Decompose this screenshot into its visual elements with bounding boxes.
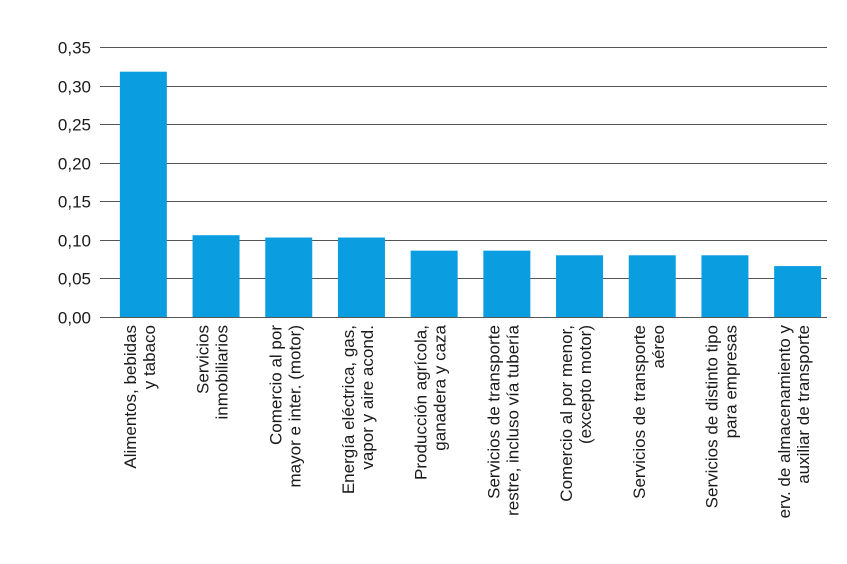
x-tick-label-line: erv. de almacenamiento y <box>775 325 794 519</box>
bar <box>774 266 822 317</box>
x-tick-label-line: vapor y aire acond. <box>358 325 377 470</box>
y-tick-label: 0,05 <box>58 270 91 289</box>
x-tick-label-line: Comercio al por menor, <box>557 325 576 502</box>
bar <box>483 250 531 317</box>
x-tick-label: Producción agrícola, ganadera y caza <box>412 324 450 480</box>
y-tick-label: 0,30 <box>58 78 91 97</box>
x-tick-label: Servicios de transporte aéreo <box>630 325 668 499</box>
bar <box>701 255 749 317</box>
x-axis-tick-labels: Alimentos, bebidas y tabaco Servicios inmob… <box>121 324 813 518</box>
bar <box>337 237 385 317</box>
x-tick-label-line: mayor e inter. (motor) <box>285 325 304 488</box>
x-tick-label-line: Servicios <box>194 325 213 394</box>
x-tick-label-line: Comercio al por <box>266 325 285 445</box>
x-tick-label-line: inmobiliarios <box>213 325 232 419</box>
x-tick-label-line: auxiliar de transporte <box>794 325 813 484</box>
x-tick-label: erv. de almacenamiento y auxiliar de tran… <box>775 325 813 519</box>
bars <box>119 71 822 317</box>
x-tick-label-line: (excepto motor) <box>576 325 595 444</box>
x-tick-label: Comercio al por menor, (excepto motor) <box>557 325 595 502</box>
y-tick-label: 0,00 <box>58 309 91 328</box>
y-tick-label: 0,25 <box>58 116 91 135</box>
bar <box>628 255 676 317</box>
y-axis-tick-labels: 0,00 0,05 0,10 0,15 0,20 0,25 0,30 0,35 <box>58 39 91 328</box>
x-tick-label-line: Producción agrícola, <box>412 325 431 480</box>
y-tick-label: 0,10 <box>58 232 91 251</box>
x-tick-label: Servicios de transporte restre, incluso v… <box>484 324 522 515</box>
y-tick-label: 0,15 <box>58 193 91 212</box>
x-tick-label-line: ganadera y caza <box>431 324 450 450</box>
bar <box>410 250 458 317</box>
bar <box>265 237 313 317</box>
bar <box>119 71 167 317</box>
bar <box>192 235 240 317</box>
x-tick-label: Energía eléctrica, gas, vapor y aire acon… <box>339 325 377 494</box>
x-tick-label-line: Servicios de transporte <box>630 325 649 499</box>
x-tick-label-line: aéreo <box>649 325 668 368</box>
x-tick-label-line: y tabaco <box>140 325 159 389</box>
x-tick-label-line: Servicios de distinto tipo <box>702 325 721 508</box>
y-tick-label: 0,35 <box>58 39 91 58</box>
x-tick-label: Servicios de distinto tipo para empresas <box>702 325 740 508</box>
x-tick-label: Servicios inmobiliarios <box>194 325 232 419</box>
x-tick-label-line: Servicios de transporte <box>484 325 503 499</box>
y-tick-label: 0,20 <box>58 155 91 174</box>
x-tick-label-line: restre, incluso vía tubería <box>503 324 522 515</box>
x-tick-label: Alimentos, bebidas y tabaco <box>121 325 159 469</box>
x-tick-label-line: para empresas <box>721 325 740 438</box>
bar <box>556 255 604 317</box>
x-tick-label: Comercio al por mayor e inter. (motor) <box>266 325 304 488</box>
x-tick-label-line: Energía eléctrica, gas, <box>339 325 358 494</box>
x-tick-label-line: Alimentos, bebidas <box>121 325 140 469</box>
